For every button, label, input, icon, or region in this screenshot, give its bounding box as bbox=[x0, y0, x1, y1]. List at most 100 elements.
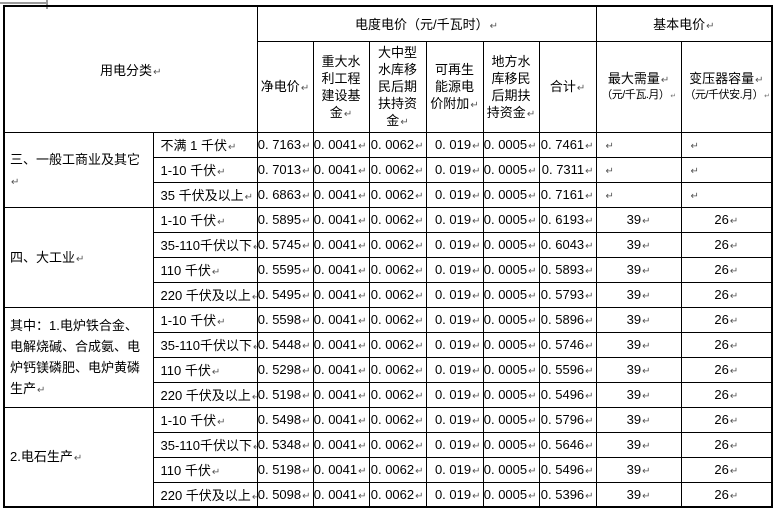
transformer-capacity-cell: 26↵ bbox=[680, 381, 773, 408]
paragraph-mark-icon: ↵ bbox=[642, 391, 651, 402]
renewable-surcharge-cell: 0. 019↵ bbox=[425, 481, 484, 508]
cell-value: 0. 0041 bbox=[313, 237, 358, 252]
paragraph-mark-icon: ↵ bbox=[217, 167, 226, 178]
voltage-level-label: 35 千伏及以上 bbox=[160, 188, 244, 203]
renewable-surcharge-header: 可再生能源电价附加↵ bbox=[425, 40, 484, 133]
category-group-cell: 四、大工业↵ bbox=[3, 206, 154, 308]
paragraph-mark-icon: ↵ bbox=[300, 83, 310, 94]
paragraph-mark-icon: ↵ bbox=[415, 490, 424, 502]
paragraph-mark-icon: ↵ bbox=[585, 490, 594, 502]
table-body: 三、一般工商业及其它↵ 不满 1 千伏↵ 0. 7163↵ 0. 0041↵ 0. 00… bbox=[3, 131, 773, 508]
paragraph-mark-icon: ↵ bbox=[690, 166, 699, 177]
reservoir-relocation-fund-cell: 0. 0062↵ bbox=[368, 406, 427, 433]
transformer-capacity-cell: 26↵ bbox=[680, 231, 773, 258]
max-demand-cell: ↵ bbox=[595, 181, 682, 208]
transformer-capacity-cell: 26↵ bbox=[680, 356, 773, 383]
table-row: 三、一般工商业及其它↵ 不满 1 千伏↵ 0. 7163↵ 0. 0041↵ 0. 00… bbox=[3, 131, 773, 208]
total-cell: 0. 5893↵ bbox=[538, 256, 597, 283]
total-cell: 0. 7311↵ bbox=[538, 156, 597, 183]
table-row: 220 千伏及以上↵0. 5495↵0. 0041↵0. 0062↵0. 019… bbox=[4, 281, 773, 308]
paragraph-mark-icon: ↵ bbox=[585, 241, 594, 252]
renewable-surcharge-cell: 0. 019↵ bbox=[425, 281, 484, 308]
max-demand-cell: 39↵ bbox=[595, 381, 682, 408]
paragraph-mark-icon: ↵ bbox=[729, 366, 739, 377]
net-price-cell: 0. 7013↵ bbox=[256, 156, 314, 183]
cell-value: 0. 0005 bbox=[483, 362, 528, 377]
paragraph-mark-icon: ↵ bbox=[729, 441, 739, 452]
table-row: 110 千伏↵ 0. 5595↵ 0. 0041↵ 0. 0062↵ 0. 019↵ 0.… bbox=[4, 256, 773, 283]
paragraph-mark-icon: ↵ bbox=[358, 216, 367, 227]
max-demand-cell: 39↵ bbox=[595, 331, 682, 358]
voltage-level-label: 1-10 千伏 bbox=[160, 213, 217, 228]
paragraph-mark-icon: ↵ bbox=[244, 192, 253, 203]
cell-value: 0. 019 bbox=[434, 187, 472, 202]
cell-value: 0. 0062 bbox=[370, 187, 415, 202]
total-cell: 0. 5746↵ bbox=[538, 331, 597, 358]
net-price-cell: 0. 7163↵ bbox=[256, 131, 314, 158]
cell-value: 39 bbox=[626, 337, 642, 352]
paragraph-mark-icon: ↵ bbox=[415, 366, 424, 377]
transformer-capacity-cell: 26↵ bbox=[680, 281, 773, 308]
paragraph-mark-icon: ↵ bbox=[576, 83, 586, 94]
table-row: 2.电石生产↵ 1-10 千伏↵ 0. 5498↵ 0. 0041↵ 0. 0062↵ 0… bbox=[3, 406, 773, 508]
unit-label: （元/千伏安.月） bbox=[684, 89, 764, 101]
reservoir-relocation-fund-cell: 0. 0062↵ bbox=[368, 156, 427, 183]
local-reservoir-fund-cell: 0. 0005↵ bbox=[482, 456, 540, 483]
corner-artifact bbox=[46, 0, 48, 9]
voltage-level-cell: 35-110千伏以下↵ bbox=[152, 231, 258, 258]
cell-value: 26 bbox=[714, 462, 729, 477]
paragraph-mark-icon: ↵ bbox=[642, 316, 651, 327]
renewable-surcharge-cell: 0. 019↵ bbox=[425, 381, 484, 408]
paragraph-mark-icon: ↵ bbox=[217, 417, 226, 428]
major-water-fund-cell: 0. 0041↵ bbox=[312, 306, 370, 333]
max-demand-cell: ↵ bbox=[595, 131, 682, 158]
paragraph-mark-icon: ↵ bbox=[706, 21, 715, 33]
paragraph-mark-icon: ↵ bbox=[585, 216, 594, 227]
paragraph-mark-icon: ↵ bbox=[415, 316, 424, 327]
paragraph-mark-icon: ↵ bbox=[153, 66, 162, 78]
cell-value: 0. 5298 bbox=[257, 362, 302, 377]
paragraph-mark-icon: ↵ bbox=[302, 341, 311, 352]
cell-value: 0. 0041 bbox=[313, 412, 358, 427]
total-cell: 0. 7161↵ bbox=[538, 181, 597, 208]
paragraph-mark-icon: ↵ bbox=[415, 266, 424, 277]
paragraph-mark-icon: ↵ bbox=[585, 441, 594, 452]
electricity-price-table: 用电分类↵ 电度电价（元/千瓦时）↵ 基本电价↵ 净电价↵ 重大水利工程建设基金… bbox=[3, 5, 773, 508]
paragraph-mark-icon: ↵ bbox=[472, 141, 481, 152]
paragraph-mark-icon: ↵ bbox=[605, 141, 614, 152]
paragraph-mark-icon: ↵ bbox=[415, 441, 424, 452]
cell-value: 0. 0041 bbox=[313, 162, 358, 177]
local-reservoir-fund-cell: 0. 0005↵ bbox=[482, 206, 540, 233]
paragraph-mark-icon: ↵ bbox=[11, 176, 20, 188]
category-group-label: 其中：1.电炉铁合金、电解烧碱、合成氨、电炉钙镁磷肥、电炉黄磷生产 bbox=[10, 318, 141, 396]
cell-value: 0. 0041 bbox=[313, 486, 358, 502]
category-group-label: 2.电石生产 bbox=[10, 449, 73, 465]
cell-value: 26 bbox=[714, 387, 729, 402]
max-demand-cell: 39↵ bbox=[595, 481, 682, 508]
cell-value: 0. 0005 bbox=[483, 187, 528, 202]
basic-price-group-header: 基本电价↵ bbox=[595, 5, 773, 42]
voltage-level-label: 35-110千伏以下 bbox=[160, 238, 253, 253]
voltage-level-label: 35-110千伏以下 bbox=[160, 338, 253, 353]
paragraph-mark-icon: ↵ bbox=[252, 292, 256, 303]
paragraph-mark-icon: ↵ bbox=[585, 366, 594, 377]
paragraph-mark-icon: ↵ bbox=[642, 216, 651, 227]
voltage-level-cell: 35 千伏及以上↵ bbox=[152, 181, 258, 208]
paragraph-mark-icon: ↵ bbox=[415, 141, 424, 152]
paragraph-mark-icon: ↵ bbox=[76, 253, 85, 265]
local-reservoir-fund-cell: 0. 0005↵ bbox=[482, 256, 540, 283]
max-demand-cell: ↵ bbox=[595, 156, 682, 183]
major-water-fund-cell: 0. 0041↵ bbox=[312, 406, 370, 433]
paragraph-mark-icon: ↵ bbox=[211, 367, 221, 378]
reservoir-relocation-fund-cell: 0. 0062↵ bbox=[368, 431, 427, 458]
header-row-columns: 净电价↵ 重大水利工程建设基金↵ 大中型水库移民后期扶持资金↵ 可再生能源电价附… bbox=[4, 40, 773, 133]
voltage-level-label: 220 千伏及以上 bbox=[160, 288, 251, 303]
transformer-capacity-cell: 26↵ bbox=[680, 206, 773, 233]
cell-value: 0. 0005 bbox=[483, 337, 528, 352]
energy-price-group-header: 电度电价（元/千瓦时）↵ bbox=[256, 5, 597, 42]
major-water-fund-cell: 0. 0041↵ bbox=[312, 156, 370, 183]
cell-value: 0. 019 bbox=[434, 486, 472, 502]
voltage-level-cell: 1-10 千伏↵ bbox=[152, 306, 258, 333]
cell-value: 26 bbox=[714, 287, 729, 302]
paragraph-mark-icon: ↵ bbox=[415, 466, 424, 477]
